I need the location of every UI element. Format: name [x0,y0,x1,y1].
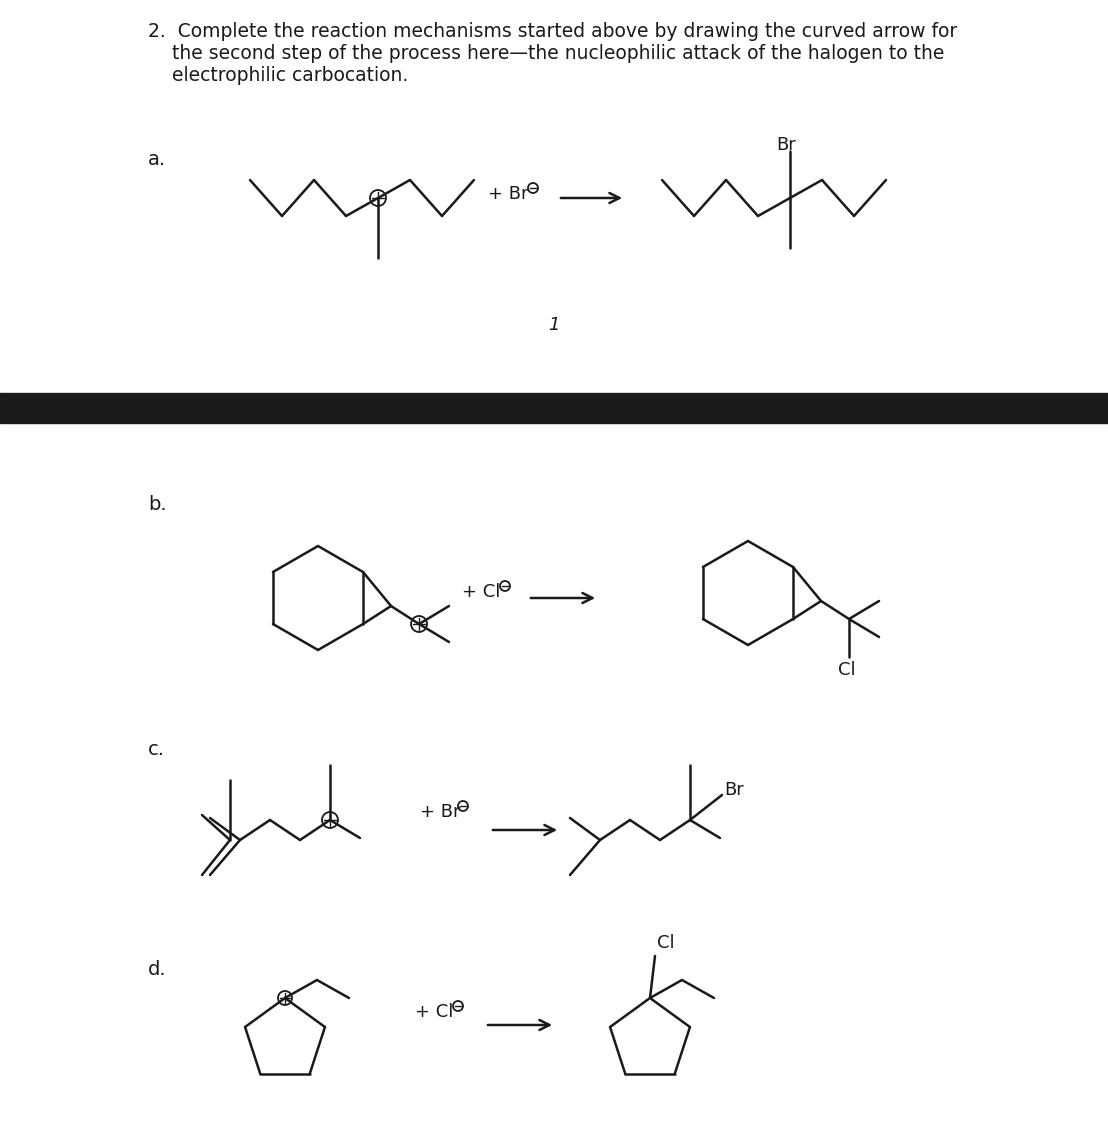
Text: b.: b. [148,495,166,514]
Text: + Cl: + Cl [416,1003,453,1021]
Text: + Br: + Br [488,185,529,203]
Text: 2.  Complete the reaction mechanisms started above by drawing the curved arrow f: 2. Complete the reaction mechanisms star… [148,22,957,41]
Text: d.: d. [148,960,166,979]
Text: 1: 1 [548,316,560,334]
Text: c.: c. [148,740,165,759]
Text: a.: a. [148,150,166,169]
Text: electrophilic carbocation.: electrophilic carbocation. [148,66,408,85]
Text: Br: Br [724,781,743,799]
Text: + Br: + Br [420,803,461,821]
Text: the second step of the process here—the nucleophilic attack of the halogen to th: the second step of the process here—the … [148,44,944,63]
Text: Br: Br [776,136,796,154]
Text: Cl: Cl [657,934,675,952]
Text: Cl: Cl [839,661,855,679]
Text: + Cl: + Cl [462,583,501,600]
Bar [0,393,1108,423]
